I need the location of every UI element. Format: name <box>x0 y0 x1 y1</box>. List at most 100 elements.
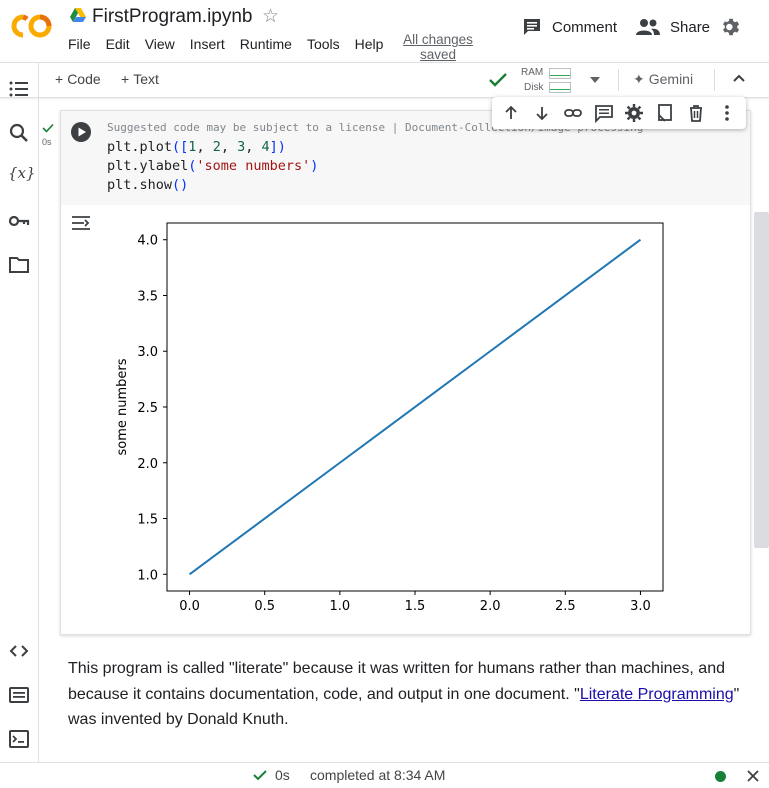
share-label: Share <box>670 18 711 36</box>
notebook-toolbar: + Code + Text RAM Disk ✦ Gemini <box>0 62 769 98</box>
add-text-button[interactable]: + Text <box>121 71 159 87</box>
plus-icon: + <box>121 71 130 87</box>
connection-status-dot <box>715 771 726 782</box>
run-cell-button[interactable] <box>70 121 92 143</box>
code-editor[interactable]: Suggested code may be subject to a licen… <box>61 111 750 205</box>
notebook-title[interactable]: FirstProgram.ipynb <box>92 6 253 27</box>
add-text-label: Text <box>133 71 159 87</box>
add-code-label: Code <box>67 71 101 87</box>
save-status-line1: All changes <box>403 32 473 47</box>
menu-help[interactable]: Help <box>354 36 384 52</box>
link-icon[interactable] <box>563 103 583 123</box>
text-cell[interactable]: This program is called "literate" becaus… <box>68 656 744 733</box>
line-chart: 0.0 0.5 1.0 1.5 2.0 2.5 3.0 1.0 1.5 2.0 2.5 3.0 3.5 4… <box>115 222 664 614</box>
comment-icon <box>524 19 540 35</box>
delete-trash-icon[interactable] <box>686 103 706 123</box>
star-icon[interactable]: ☆ <box>262 6 280 27</box>
y-tick-label: 4.0 <box>137 234 158 249</box>
close-icon[interactable] <box>746 769 760 783</box>
x-tick-label: 2.5 <box>555 599 576 614</box>
plus-icon: + <box>55 71 64 87</box>
sparkle-icon: ✦ <box>633 71 645 87</box>
status-completed[interactable]: completed at 8:34 AM <box>310 767 446 783</box>
y-axis-label: some numbers <box>115 358 130 455</box>
chevron-up-icon[interactable] <box>732 73 746 83</box>
status-time: 0s <box>275 767 290 783</box>
share-button[interactable]: Share <box>636 17 710 37</box>
exec-check-icon <box>42 123 54 133</box>
y-tick-label: 2.0 <box>137 457 158 472</box>
more-options-icon[interactable] <box>717 103 737 123</box>
mirror-cell-icon[interactable] <box>655 103 675 123</box>
menu-edit[interactable]: Edit <box>105 36 130 52</box>
terminal-icon[interactable] <box>8 728 30 750</box>
series-line <box>188 238 642 576</box>
move-down-icon[interactable] <box>532 103 552 123</box>
x-tick-label: 1.5 <box>405 599 426 614</box>
secrets-key-icon[interactable] <box>8 210 30 232</box>
code-line: plt.show() <box>107 177 189 193</box>
ram-bar <box>549 68 571 79</box>
menu-bar: File Edit View Insert Runtime Tools Help <box>68 36 398 52</box>
table-of-contents-icon[interactable] <box>8 78 30 100</box>
ram-label: RAM <box>521 67 544 78</box>
text-cell-body-end: " was invented by Donald Knuth. <box>68 685 740 729</box>
command-palette-icon[interactable] <box>8 684 30 706</box>
save-status[interactable]: All changes saved <box>398 32 478 62</box>
google-drive-icon <box>70 8 86 22</box>
add-code-button[interactable]: + Code <box>55 71 101 87</box>
menu-insert[interactable]: Insert <box>189 36 225 52</box>
move-up-icon[interactable] <box>501 103 521 123</box>
files-folder-icon[interactable] <box>8 254 30 276</box>
code-text[interactable]: plt.plot([1, 2, 3, 4]) plt.ylabel('some … <box>107 138 318 195</box>
literate-programming-link[interactable]: Literate Programming <box>579 685 734 703</box>
x-tick-label: 1.0 <box>330 599 351 614</box>
people-icon <box>636 19 660 35</box>
colab-logo[interactable] <box>10 11 54 41</box>
status-check-icon <box>253 770 267 781</box>
dropdown-arrow-icon[interactable] <box>589 76 601 84</box>
connected-check-icon <box>489 73 507 87</box>
menu-file[interactable]: File <box>68 36 91 52</box>
y-tick-label: 1.0 <box>137 568 158 583</box>
code-line: plt.ylabel('some numbers') <box>107 158 319 174</box>
variables-icon[interactable]: {x} <box>8 164 36 182</box>
exec-time: 0s <box>42 137 52 147</box>
output-actions-icon[interactable] <box>69 211 93 235</box>
search-icon[interactable] <box>8 122 30 144</box>
x-tick-label: 2.0 <box>480 599 501 614</box>
resources-indicator[interactable]: RAM Disk <box>515 65 615 95</box>
gemini-button[interactable]: ✦ Gemini <box>633 71 693 88</box>
y-tick-label: 3.5 <box>137 289 158 304</box>
comment-button[interactable]: Comment <box>522 17 617 37</box>
text-cell-body: This program is called "literate" becaus… <box>68 660 725 703</box>
menu-runtime[interactable]: Runtime <box>239 36 292 52</box>
y-tick-label: 3.0 <box>137 345 158 360</box>
comment-icon[interactable] <box>594 103 614 123</box>
x-tick-label: 3.0 <box>630 599 651 614</box>
x-tick-label: 0.5 <box>254 599 275 614</box>
toolbar-divider <box>618 69 619 91</box>
save-status-line2: saved <box>419 47 457 62</box>
x-tick-label: 0.0 <box>179 599 200 614</box>
disk-label: Disk <box>524 82 544 93</box>
menu-tools[interactable]: Tools <box>306 36 340 52</box>
cell-settings-gear-icon[interactable] <box>624 103 644 123</box>
menu-view[interactable]: View <box>144 36 175 52</box>
code-line: plt.plot([1, 2, 3, 4]) <box>107 139 286 155</box>
top-bar: FirstProgram.ipynb ☆ File Edit View Inse… <box>0 0 769 62</box>
cell-exec-status: 0s <box>42 120 58 147</box>
code-snippets-icon[interactable] <box>8 640 30 662</box>
scrollbar[interactable] <box>754 212 769 548</box>
y-tick-label: 2.5 <box>137 401 158 416</box>
code-cell[interactable]: Suggested code may be subject to a licen… <box>60 110 751 635</box>
toolbar-divider <box>714 69 715 91</box>
settings-gear-icon[interactable] <box>720 16 742 38</box>
left-sidebar: {x} <box>0 62 39 762</box>
disk-bar <box>549 82 571 93</box>
gemini-label: Gemini <box>648 71 694 87</box>
y-tick-label: 1.5 <box>137 513 158 528</box>
cell-toolbar <box>492 97 746 129</box>
status-bar: 0s completed at 8:34 AM <box>0 762 769 788</box>
comment-label: Comment <box>552 18 618 36</box>
